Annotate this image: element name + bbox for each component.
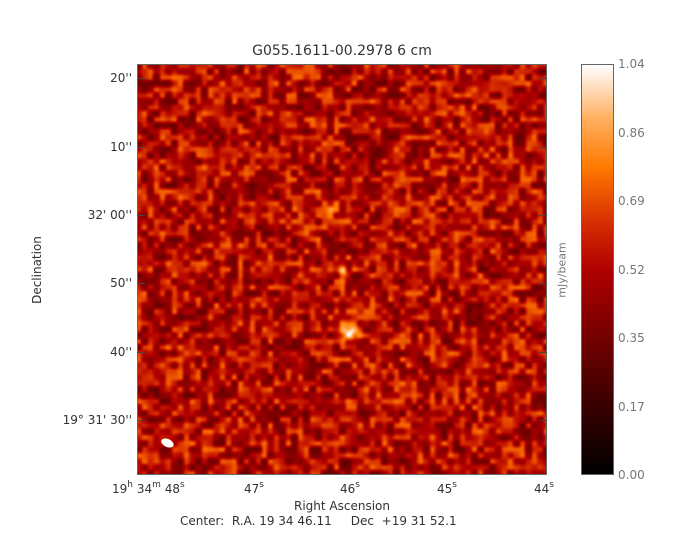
colorbar-tick-label: 0.69 — [618, 194, 645, 208]
intensity-map — [138, 65, 546, 474]
y-tick-label: 20'' — [110, 71, 132, 85]
colorbar — [581, 64, 614, 475]
radio-map-plot — [137, 64, 547, 475]
y-tick-mark — [539, 147, 547, 148]
x-tick-label: 19h 34m 48s — [112, 480, 185, 496]
x-axis-label: Right Ascension — [294, 499, 390, 513]
y-tick-label: 40'' — [110, 345, 132, 359]
colorbar-tick-label: 0.17 — [618, 399, 645, 414]
x-tick-label: 44s — [534, 480, 554, 496]
x-tick-label: 45s — [437, 480, 457, 496]
y-tick-mark — [137, 352, 145, 353]
center-coordinates: Center: R.A. 19 34 46.11 Dec +19 31 52.1 — [180, 514, 457, 528]
x-tick-label: 46s — [340, 480, 360, 496]
y-tick-mark — [539, 78, 547, 79]
y-tick-mark — [539, 352, 547, 353]
y-tick-label: 32' 00'' — [87, 208, 132, 222]
y-tick-mark — [137, 147, 145, 148]
colorbar-tick-label: 0.00 — [618, 468, 645, 482]
y-tick-mark — [539, 283, 547, 284]
colorbar-label: mJy/beam — [555, 242, 569, 298]
y-tick-label: 50'' — [110, 276, 132, 290]
colorbar-tick-label: 0.35 — [618, 331, 645, 345]
y-tick-label: 10'' — [110, 140, 132, 154]
colorbar-tick-label: 0.52 — [618, 262, 645, 277]
y-tick-mark — [137, 420, 145, 421]
colorbar-tick-label: 1.04 — [618, 57, 645, 71]
colorbar-tick-label: 0.86 — [618, 125, 645, 140]
y-tick-mark — [539, 420, 547, 421]
x-tick-label: 47s — [244, 480, 264, 496]
y-tick-mark — [137, 215, 145, 216]
y-axis-label: Declination — [30, 236, 44, 304]
chart-title: G055.1611-00.2978 6 cm — [252, 43, 432, 59]
y-tick-mark — [137, 283, 145, 284]
y-tick-mark — [137, 78, 145, 79]
y-tick-mark — [539, 215, 547, 216]
y-tick-label: 19° 31' 30'' — [62, 413, 132, 427]
